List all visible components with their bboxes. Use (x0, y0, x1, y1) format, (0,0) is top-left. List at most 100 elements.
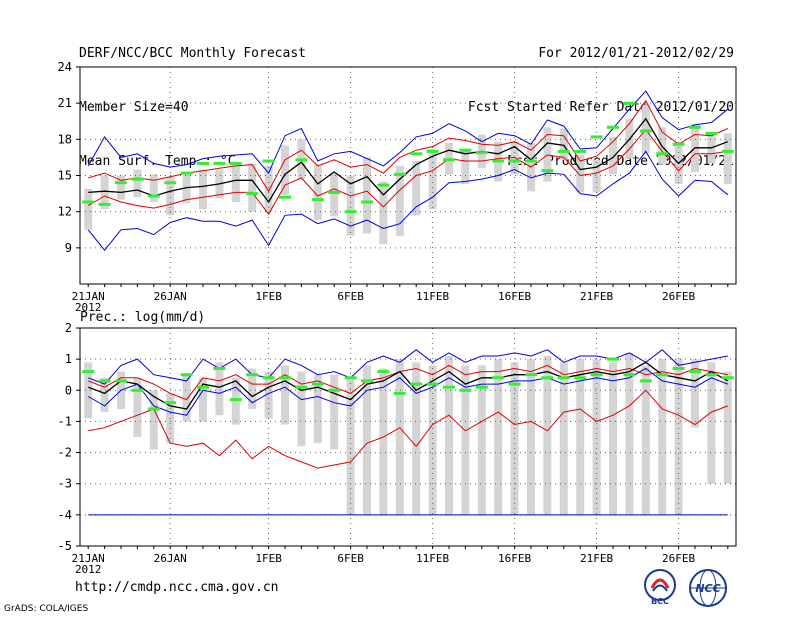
temp-spread-box (248, 163, 257, 212)
prec-observed-mark (344, 376, 357, 380)
prec-ytick-label: -4 (58, 508, 72, 522)
prec-observed-mark (164, 401, 177, 405)
prec-xtick-label: 11FEB (416, 552, 449, 565)
prec-xtick-label: 21JAN (72, 552, 105, 565)
temp-spread-box (543, 127, 552, 182)
temp-spread-box (330, 173, 339, 217)
temp-spread-box (395, 165, 404, 236)
temp-chart: 9 12 15 18 21 24 21JAN 26JAN 1FEB 6FEB 11FEB 16FEB 2… (58, 60, 737, 314)
temp-year-label: 2012 (75, 301, 102, 314)
prec-spread-box (297, 371, 306, 447)
temp-ytick-label: 18 (58, 132, 72, 146)
temp-observed-mark (82, 200, 95, 204)
prec-observed-mark (721, 376, 734, 380)
prec-observed-mark (98, 379, 111, 383)
temp-observed-mark (279, 195, 291, 199)
prec-observed-mark (410, 382, 423, 386)
prec-spread-box (264, 371, 273, 419)
temp-observed-mark (164, 181, 177, 185)
temp-line-p90 (88, 99, 729, 193)
temp-observed-mark (459, 148, 472, 152)
temp-observed-mark (262, 159, 275, 163)
prec-line-max (88, 349, 728, 385)
prec-observed-mark (557, 376, 570, 380)
prec-spread-box (477, 365, 486, 515)
temp-line-max (87, 90, 729, 175)
prec-observed-mark (492, 376, 505, 380)
temp-spread-box (461, 149, 470, 184)
prec-observed-mark (180, 373, 193, 377)
temp-xtick-label: 21JAN (72, 290, 105, 303)
prec-observed-mark (459, 388, 472, 392)
temp-spread-box (559, 128, 568, 160)
member-size: Member Size=40 (79, 100, 189, 115)
temp-observed-mark (410, 152, 423, 156)
temp-observed-mark (508, 159, 521, 163)
temp-ytick-label: 9 (65, 241, 72, 255)
prec-spread-box (592, 359, 601, 515)
prec-spread-box (379, 368, 388, 515)
prec-ytick-label: 0 (65, 383, 72, 397)
prec-chart: -5 -4 -3 -2 -1 0 1 2 21JAN 26JAN 1FEB 6FEB 11FEB 16FE… (58, 310, 737, 576)
prec-ytick-label: -5 (58, 539, 72, 553)
temp-spread-box (609, 136, 617, 175)
prec-observed-mark (213, 367, 226, 370)
temp-observed-mark (147, 194, 160, 198)
temp-xtick-label: 21FEB (580, 290, 613, 303)
forecast-period: For 2012/01/21-2012/02/29 (538, 46, 734, 61)
forecast-title: DERF/NCC/BCC Monthly Forecast (79, 46, 306, 61)
prec-xtick-label: 21FEB (580, 552, 613, 565)
temp-spread-box (231, 163, 240, 202)
prec-observed-mark (229, 398, 242, 402)
prec-observed-mark (147, 407, 160, 411)
temp-spread-box (576, 155, 585, 193)
temp-observed-mark (213, 161, 226, 165)
temp-observed-mark (377, 183, 390, 187)
prec-spread-box (248, 368, 257, 409)
prec-observed-mark (623, 373, 636, 377)
temp-spread-box (281, 145, 289, 195)
prec-observed-mark (590, 373, 603, 377)
temp-observed-mark (639, 129, 652, 133)
prec-observed-mark (246, 373, 259, 377)
temp-observed-mark (311, 198, 324, 202)
source-url[interactable]: http://cmdp.ncc.cma.gov.cn (75, 580, 279, 595)
started-date: Fcst Started Refer Date 2012/01/20 (467, 100, 734, 115)
temp-observed-mark (443, 158, 455, 162)
temp-observed-mark (574, 149, 587, 153)
temp-spread-box (428, 149, 437, 210)
prec-ytick-label: 2 (65, 321, 72, 335)
prec-line-min (87, 367, 728, 416)
prec-spread-box (609, 362, 617, 515)
prec-ytick-label: -1 (58, 414, 72, 428)
temp-observed-mark (393, 172, 406, 176)
prec-observed-mark (393, 391, 406, 395)
prec-spread-box (330, 374, 339, 450)
temp-observed-mark (623, 101, 636, 105)
prec-spread-box (133, 377, 142, 437)
temp-ytick-label: 12 (58, 205, 72, 219)
temp-spread-box (84, 188, 93, 230)
temp-observed-mark (229, 161, 242, 165)
ncc-logo: NCC (689, 569, 727, 607)
prec-spread-box (543, 356, 552, 515)
temp-observed-mark (180, 171, 193, 175)
prec-spread-box (346, 377, 355, 515)
prec-spread-box (149, 390, 158, 450)
temp-spread-box (100, 175, 109, 210)
prec-spread-box (313, 374, 322, 444)
temp-observed-mark (607, 125, 619, 129)
prec-observed-mark (443, 385, 455, 389)
temp-spread-box (346, 175, 355, 236)
temp-spread-box (264, 165, 273, 212)
prec-observed-mark (705, 373, 718, 377)
prec-observed-mark (541, 376, 554, 380)
bcc-logo-text: BCC (651, 597, 669, 606)
prec-observed-mark (377, 370, 390, 374)
prec-observed-mark (607, 357, 619, 361)
prec-xtick-label: 26JAN (154, 552, 187, 565)
prec-frame (79, 327, 737, 547)
temp-observed-mark (98, 202, 111, 206)
prec-observed-mark (639, 379, 652, 383)
prec-observed-mark (279, 376, 291, 380)
